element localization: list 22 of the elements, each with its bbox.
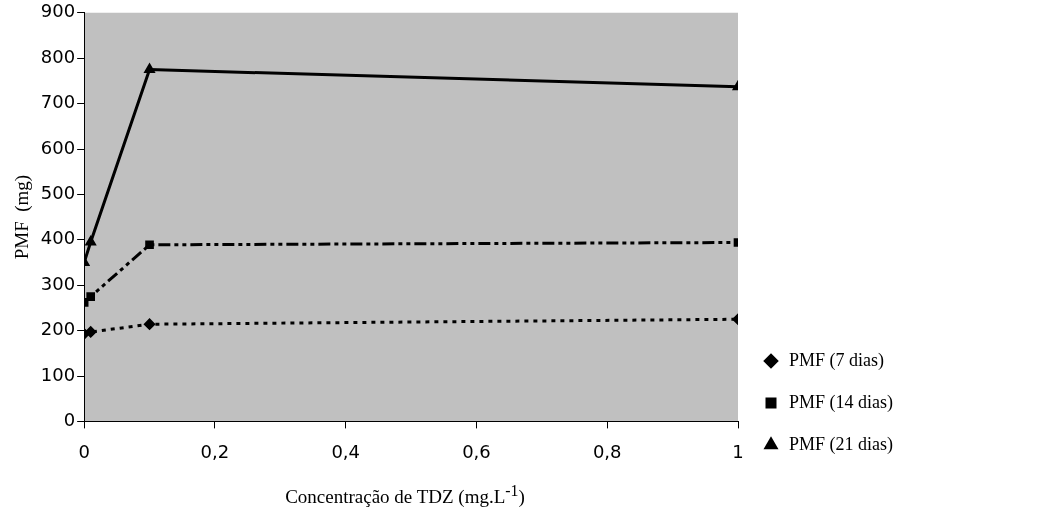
legend-label: PMF (7 dias) — [789, 349, 885, 371]
x-tick-label: 1 — [732, 440, 744, 462]
x-tick-label: 0,6 — [462, 440, 491, 462]
y-tick-label: 800 — [40, 45, 76, 67]
y-tick-label: 900 — [40, 0, 76, 22]
y-tick-label: 300 — [40, 272, 76, 294]
y-tick-label: 400 — [40, 227, 76, 249]
legend-label: PMF (14 dias) — [789, 391, 894, 413]
y-tick-label: 700 — [40, 91, 76, 113]
point — [145, 240, 154, 250]
y-tick-label: 200 — [40, 318, 76, 340]
x-tick-label: 0 — [78, 440, 90, 462]
y-tick-label: 600 — [40, 136, 76, 158]
legend-label: PMF (21 dias) — [789, 433, 894, 455]
x-tick-label: 0,4 — [331, 440, 361, 462]
y-axis-title: PMF (mg) — [11, 174, 34, 260]
x-tick-label: 0,8 — [592, 440, 622, 462]
x-tick-label: 0,2 — [200, 440, 230, 462]
x-axis-title: Concentração de TDZ (mg.L$^{-1}$) — [284, 482, 526, 509]
y-tick-label: 0 — [63, 409, 76, 431]
y-tick-label: 500 — [40, 182, 76, 204]
y-tick-label: 100 — [40, 363, 76, 385]
